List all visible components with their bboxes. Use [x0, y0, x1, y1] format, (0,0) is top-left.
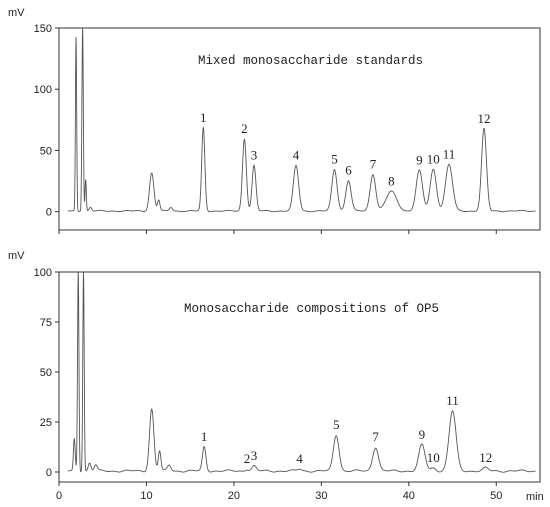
bottom-peak-label-2: 2 — [244, 451, 251, 466]
top-peak-label-7: 7 — [370, 156, 377, 171]
top-y-tick-label: 0 — [46, 207, 52, 219]
bottom-chromatogram-trace — [67, 272, 536, 473]
bottom-y-tick-label: 100 — [34, 267, 52, 279]
top-peak-label-6: 6 — [345, 162, 352, 177]
bottom-peak-label-3: 3 — [251, 448, 258, 463]
top-panel-annotation: Mixed monosaccharide standards — [198, 54, 423, 68]
top-peak-label-5: 5 — [331, 151, 338, 166]
bottom-x-tick-label: 10 — [140, 490, 152, 502]
bottom-peak-label-5: 5 — [333, 417, 340, 432]
bottom-x-axis-unit-label: min — [526, 491, 544, 503]
top-peak-label-8: 8 — [388, 173, 395, 188]
top-x-axis — [58, 230, 497, 234]
top-peak-label-11: 11 — [443, 147, 456, 162]
top-peak-label-3: 3 — [251, 148, 258, 163]
bottom-x-tick-label: 20 — [228, 490, 240, 502]
bottom-y-tick-label: 25 — [40, 417, 52, 429]
top-trace-group — [67, 28, 536, 213]
top-peak-label-1: 1 — [200, 110, 207, 125]
top-y-tick-label: 100 — [34, 84, 52, 96]
top-y-tick-label: 150 — [34, 23, 52, 35]
top-peak-label-4: 4 — [293, 148, 300, 163]
bottom-y-unit-label: mV — [8, 250, 25, 262]
bottom-x-tick-label: 0 — [56, 490, 62, 502]
top-y-axis: 0 50 100 150 — [34, 23, 59, 219]
top-y-tick-label: 50 — [40, 145, 52, 157]
bottom-y-tick-label: 50 — [40, 367, 52, 379]
top-peak-label-12: 12 — [478, 111, 491, 126]
bottom-x-tick-label: 50 — [490, 490, 502, 502]
bottom-peak-label-1: 1 — [201, 429, 208, 444]
bottom-peak-label-9: 9 — [419, 427, 426, 442]
bottom-plot-frame — [58, 271, 541, 483]
bottom-chromatogram-panel: mV Monosaccharide compositions of OP5 0 2… — [8, 250, 544, 503]
bottom-x-tick-label: 30 — [315, 490, 327, 502]
bottom-x-tick-label: 40 — [403, 490, 415, 502]
bottom-peak-label-7: 7 — [372, 429, 379, 444]
bottom-peak-label-12: 12 — [479, 450, 492, 465]
top-y-unit-label: mV — [8, 7, 25, 19]
bottom-trace-group — [67, 272, 536, 473]
bottom-panel-annotation: Monosaccharide compositions of OP5 — [184, 302, 439, 316]
bottom-x-axis: 0 10 20 30 40 50 — [56, 482, 502, 502]
top-chromatogram-panel: mV Mixed monosaccharide standards 050100… — [8, 7, 541, 234]
top-peak-label-2: 2 — [241, 121, 248, 136]
bottom-y-tick-label: 75 — [40, 317, 52, 329]
top-chromatogram-trace — [67, 28, 536, 213]
bottom-y-tick-label: 0 — [46, 467, 52, 479]
bottom-peak-label-4: 4 — [296, 451, 303, 466]
top-peak-label-9: 9 — [416, 153, 423, 168]
top-plot-frame — [58, 27, 541, 231]
bottom-peak-label-10: 10 — [427, 450, 440, 465]
top-peak-label-10: 10 — [427, 151, 440, 166]
bottom-y-axis: 0 25 50 75 100 — [34, 267, 59, 479]
bottom-peak-label-11: 11 — [446, 393, 459, 408]
